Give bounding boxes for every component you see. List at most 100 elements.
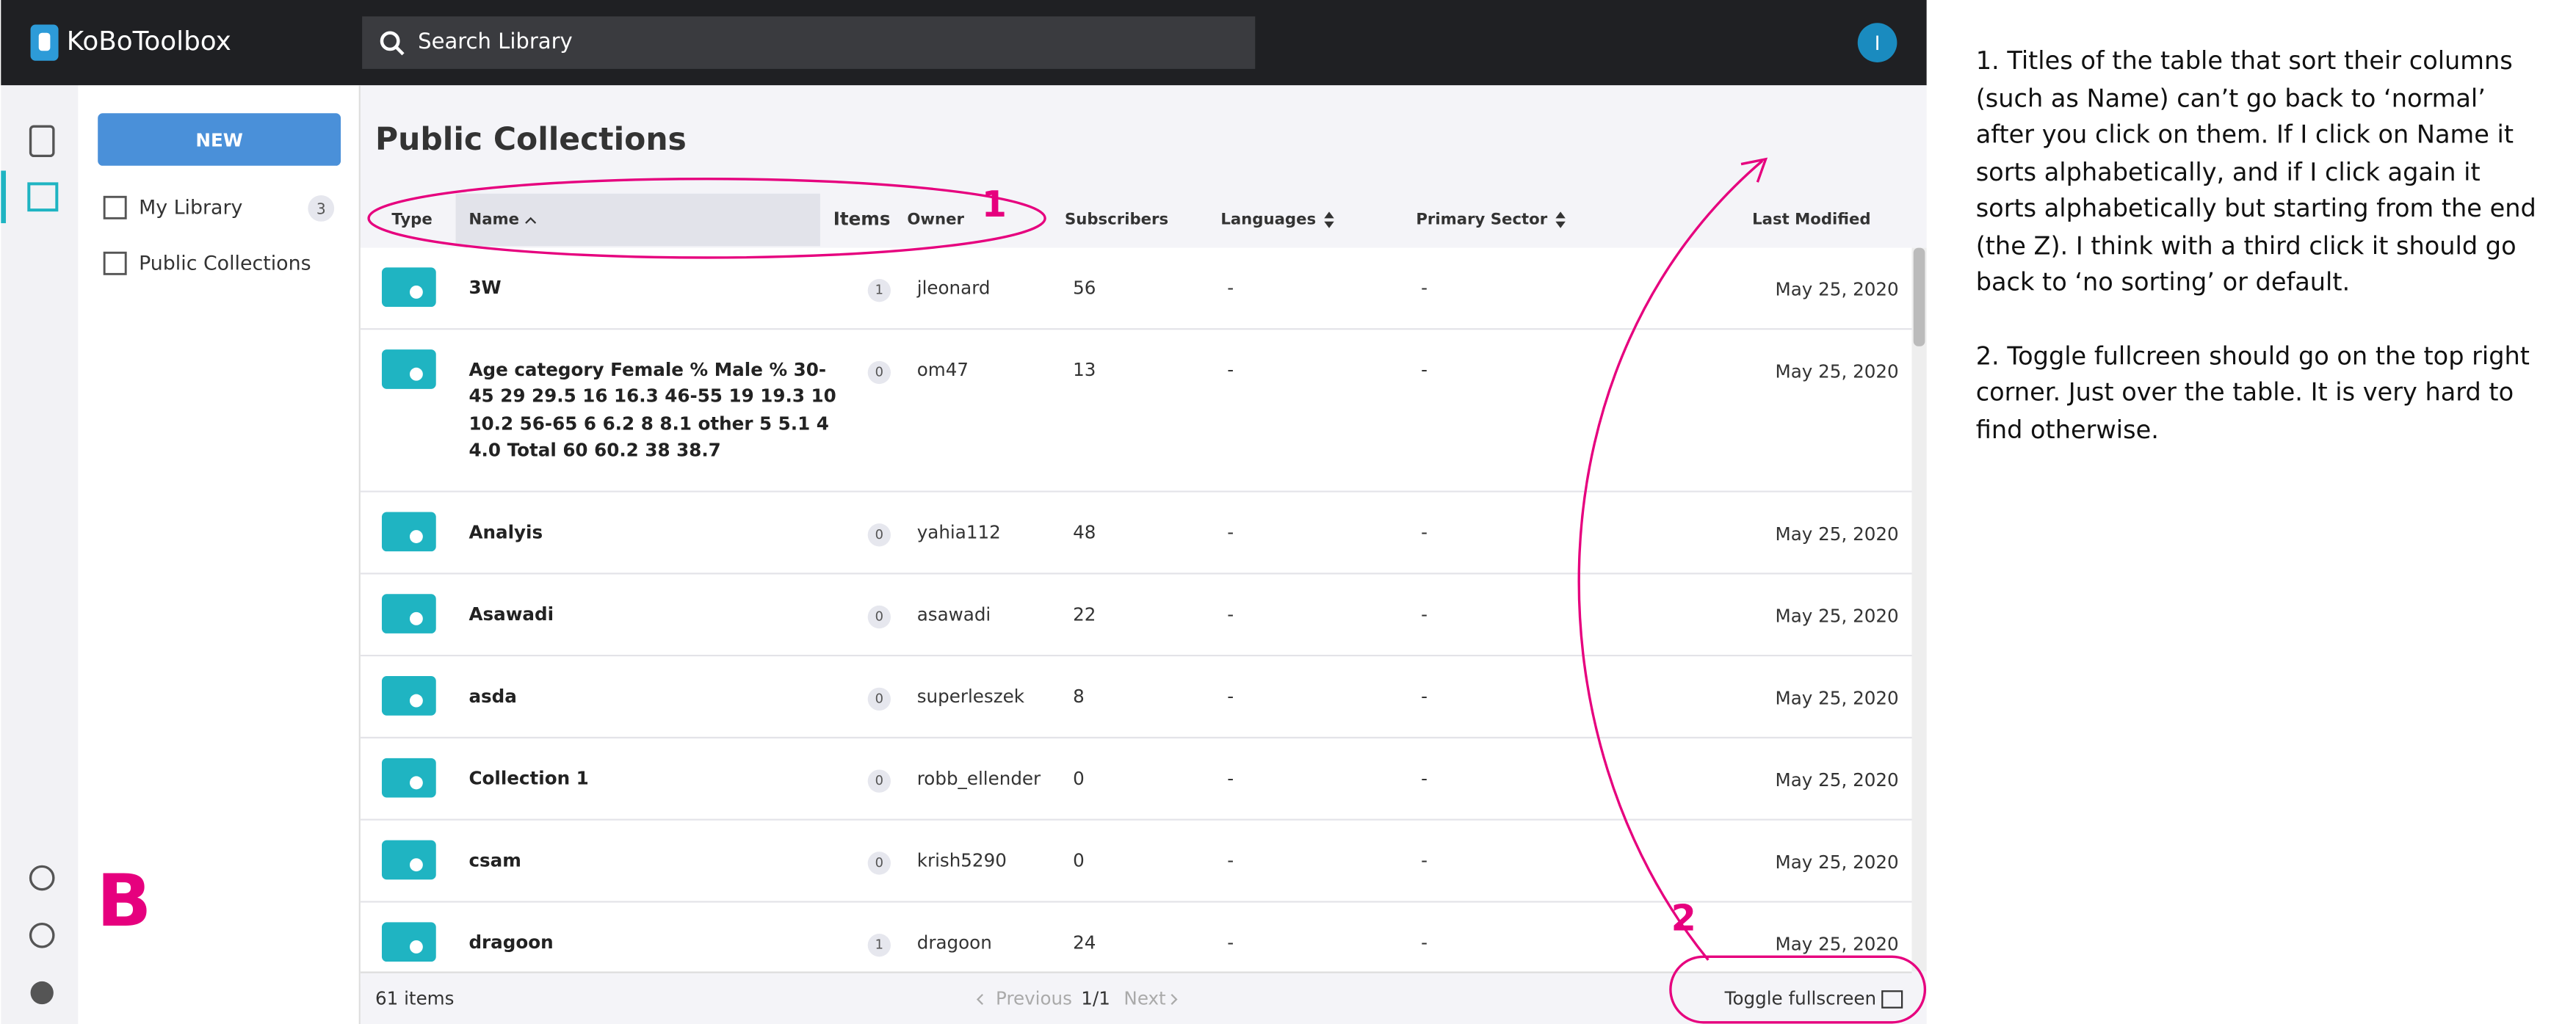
type-icon-globe <box>409 367 423 381</box>
type-icon <box>381 267 436 308</box>
languages: - <box>1227 850 1234 871</box>
owner: asawadi <box>917 603 991 625</box>
last-modified: May 25, 2020 <box>1776 360 1899 382</box>
help-icon[interactable] <box>29 865 55 891</box>
column-header[interactable]: Last Modified <box>1752 211 1870 229</box>
scroll-thumb[interactable] <box>1913 247 1925 346</box>
column-header[interactable]: Owner <box>907 211 964 229</box>
fullscreen-icon[interactable] <box>1881 990 1903 1009</box>
last-modified: May 25, 2020 <box>1776 606 1899 627</box>
annotation-marker: 2 <box>1671 897 1696 940</box>
last-modified: May 25, 2020 <box>1776 769 1899 791</box>
column-header[interactable]: Type <box>391 211 432 229</box>
type-icon <box>381 840 436 880</box>
items-badge <box>867 360 891 385</box>
languages: - <box>1227 932 1234 953</box>
nav-item[interactable]: Public Collections <box>139 252 311 275</box>
collection-name[interactable]: Age category Female % Male % 30-45 29 29… <box>468 359 836 461</box>
sidebar <box>78 85 361 1024</box>
collection-name[interactable]: csam <box>468 850 521 872</box>
nav-badge <box>308 195 335 222</box>
arrow-head <box>1740 157 1768 183</box>
notes: 1. Titles of the table that sort their c… <box>1975 46 2536 444</box>
avatar[interactable] <box>1857 23 1897 62</box>
items-badge <box>867 605 891 629</box>
active-indicator <box>1 170 7 224</box>
items-badge <box>867 279 891 302</box>
name-cell: csam <box>468 850 521 872</box>
last-modified: May 25, 2020 <box>1776 687 1899 708</box>
primary-sector: - <box>1421 277 1428 298</box>
next-chevron <box>1171 993 1178 1005</box>
annotation-marker: 1 <box>982 183 1007 225</box>
subscribers: 56 <box>1073 277 1096 298</box>
logo-icon-inner <box>38 32 51 51</box>
collection-name[interactable]: dragoon <box>468 932 554 954</box>
column-header[interactable]: Name <box>468 211 519 229</box>
primary-sector: - <box>1421 850 1428 871</box>
search-icon <box>380 31 400 51</box>
nav-count: 3 <box>316 200 326 218</box>
scrollbar <box>1911 247 1927 972</box>
subscribers: 0 <box>1073 768 1085 789</box>
languages: - <box>1227 768 1234 789</box>
collection-name[interactable]: Analyis <box>468 521 543 543</box>
last-modified: May 25, 2020 <box>1776 523 1899 545</box>
column-header[interactable]: Languages <box>1220 211 1316 229</box>
language-icon[interactable] <box>29 922 55 948</box>
items-count: 0 <box>875 527 883 542</box>
github-icon[interactable] <box>30 981 54 1005</box>
name-cell: Collection 1 <box>468 768 589 790</box>
sorted-header <box>455 193 820 247</box>
previous[interactable]: Previous <box>996 987 1072 1009</box>
name-cell: Analyis <box>468 521 543 543</box>
search-icon <box>395 46 405 56</box>
primary-sector: - <box>1421 686 1428 707</box>
collection-name[interactable]: Collection 1 <box>468 768 589 790</box>
page-title: Public Collections <box>375 122 687 158</box>
search-placeholder: Search Library <box>418 29 573 54</box>
item-count: 61 items <box>375 987 454 1009</box>
note: 2. Toggle fullcreen should go on the top… <box>1975 340 2530 444</box>
table-row <box>360 330 1912 493</box>
new-button[interactable] <box>98 113 341 166</box>
fullscreen[interactable]: Toggle fullscreen <box>1724 987 1876 1009</box>
table-row <box>360 656 1912 739</box>
column-header[interactable]: Primary Sector <box>1416 211 1547 229</box>
items-count: 1 <box>875 283 883 298</box>
library-icon[interactable] <box>27 182 59 212</box>
subscribers: 24 <box>1073 932 1096 953</box>
table-row <box>360 738 1912 821</box>
items-count: 0 <box>875 855 883 871</box>
forms-icon[interactable] <box>29 125 55 158</box>
primary-sector: - <box>1421 603 1428 625</box>
sort-caret <box>525 217 537 224</box>
items-badge <box>867 687 891 711</box>
items-count: 0 <box>875 609 883 625</box>
column-header[interactable]: Items <box>833 208 891 230</box>
page-number: 1/1 <box>1081 987 1110 1009</box>
name-cell: Asawadi <box>468 603 554 625</box>
nav-item[interactable]: My Library <box>139 196 242 219</box>
type-icon <box>381 512 436 552</box>
type-icon-globe <box>409 530 423 543</box>
owner: dragoon <box>917 932 992 953</box>
table-row <box>360 492 1912 575</box>
primary-sector: - <box>1421 932 1428 953</box>
items-badge <box>867 769 891 793</box>
type-icon-globe <box>409 858 423 872</box>
items-count: 0 <box>875 691 883 706</box>
next[interactable]: Next <box>1124 987 1166 1009</box>
collection-name[interactable]: asda <box>468 686 517 708</box>
type-icon-globe <box>409 611 423 625</box>
collection-name[interactable]: 3W <box>468 277 502 299</box>
logo: KoBoToolbox <box>67 26 231 57</box>
languages: - <box>1227 277 1234 298</box>
collection-name[interactable]: Asawadi <box>468 603 554 625</box>
table-row <box>360 820 1912 903</box>
type-icon <box>381 676 436 716</box>
avatar-letter: I <box>1875 32 1881 55</box>
search-box[interactable] <box>362 16 1256 69</box>
column-header[interactable]: Subscribers <box>1065 211 1168 229</box>
